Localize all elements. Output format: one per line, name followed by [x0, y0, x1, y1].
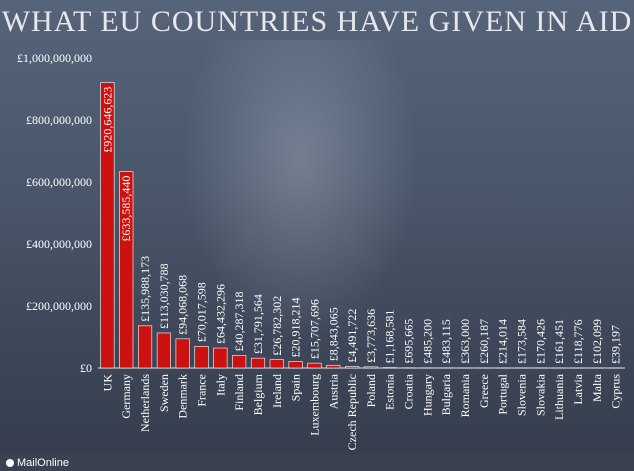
- value-label: £39,197: [609, 325, 623, 364]
- value-label: £26,782,302: [270, 296, 284, 356]
- value-label: £483,115: [439, 319, 453, 364]
- bar-netherlands: [137, 325, 153, 369]
- value-label: £15,707,696: [307, 299, 321, 359]
- value-label: £170,426: [533, 319, 547, 364]
- value-label: £135,988,173: [138, 256, 152, 322]
- bar-ireland: [269, 359, 284, 369]
- bar-denmark: [175, 338, 190, 369]
- brand-logo: MailOnline: [6, 457, 69, 469]
- bar-finland: [232, 355, 247, 369]
- y-tick-label: £0: [80, 361, 92, 375]
- value-label: £633,585,440: [119, 176, 133, 242]
- category-label: Denmark: [176, 374, 190, 419]
- chart-title: WHAT EU COUNTRIES HAVE GIVEN IN AID: [1, 5, 633, 38]
- bar-czech-republic: [345, 366, 360, 369]
- value-label: £64,432,296: [213, 284, 227, 344]
- category-label: Cyprus: [609, 374, 623, 409]
- value-label: £40,287,318: [232, 292, 246, 352]
- value-label: £4,491,722: [345, 309, 359, 363]
- bar-uk: [100, 82, 115, 369]
- category-label: Ireland: [270, 374, 284, 408]
- bar-sweden: [156, 332, 171, 369]
- category-label: Slovakia: [533, 373, 547, 416]
- brand-dot-icon: [6, 459, 14, 467]
- category-label: UK: [100, 374, 114, 392]
- category-label: Estonia: [383, 373, 397, 410]
- category-label: Germany: [119, 374, 133, 419]
- category-label: Lithuania: [552, 373, 566, 420]
- value-label: £31,791,564: [251, 294, 265, 354]
- category-label: Austria: [326, 373, 340, 409]
- category-label: Belgium: [251, 373, 265, 415]
- category-label: Hungary: [420, 374, 434, 416]
- brand-name: MailOnline: [17, 457, 69, 469]
- category-label: Romania: [458, 373, 472, 417]
- category-label: Portugal: [496, 373, 510, 414]
- bar-germany: [119, 171, 134, 369]
- value-label: £113,030,788: [157, 263, 171, 329]
- category-label: Finland: [232, 374, 246, 411]
- value-label: £20,918,214: [289, 298, 303, 358]
- category-label: Poland: [364, 374, 378, 407]
- background-haze: [180, 40, 420, 340]
- value-label: £214,014: [496, 319, 510, 364]
- category-label: Malta: [590, 373, 604, 402]
- y-tick-label: £800,000,000: [26, 113, 92, 127]
- y-tick-label: £200,000,000: [26, 299, 92, 313]
- bar-belgium: [250, 357, 266, 369]
- y-tick-label: £600,000,000: [26, 175, 92, 189]
- value-label: £485,200: [420, 319, 434, 364]
- category-label: Greece: [477, 374, 491, 408]
- category-label: Czech Republic: [345, 374, 359, 450]
- value-label: £363,000: [458, 319, 472, 364]
- value-label: £260,187: [477, 319, 491, 364]
- y-tick-label: £400,000,000: [26, 237, 92, 251]
- bar-poland: [363, 366, 378, 369]
- category-label: Latvia: [571, 373, 585, 404]
- value-label: £1,168,581: [383, 310, 397, 364]
- category-label: Sweden: [157, 374, 171, 412]
- bar-austria: [326, 364, 341, 369]
- bar-france: [194, 345, 209, 369]
- category-label: Croatia: [402, 373, 416, 409]
- category-label: Italy: [213, 374, 227, 396]
- value-label: £70,017,598: [195, 282, 209, 342]
- category-label: Slovenia: [514, 373, 528, 416]
- category-label: Spain: [289, 374, 303, 401]
- value-label: £3,773,636: [364, 309, 378, 363]
- bar-italy: [213, 347, 228, 369]
- value-label: £118,776: [571, 319, 585, 364]
- value-label: £8,843,065: [326, 307, 340, 361]
- value-label: £920,646,623: [100, 87, 114, 153]
- value-label: £161,451: [552, 319, 566, 364]
- value-label: £94,068,068: [176, 275, 190, 335]
- category-label: Bulgaria: [439, 373, 453, 415]
- bar-luxembourg: [307, 362, 322, 369]
- y-tick-label: £1,000,000,000: [17, 51, 92, 65]
- category-label: Luxembourg: [307, 374, 321, 436]
- category-label: France: [195, 374, 209, 407]
- value-label: £102,099: [590, 319, 604, 364]
- footer-bar: [0, 455, 634, 471]
- value-label: £695,665: [402, 319, 416, 364]
- category-label: Netherlands: [138, 374, 152, 432]
- value-label: £173,584: [514, 319, 528, 364]
- bar-spain: [288, 361, 303, 369]
- bar-chart: £0 £200,000,000 £400,000,000 £600,000,000 £8…: [17, 51, 625, 450]
